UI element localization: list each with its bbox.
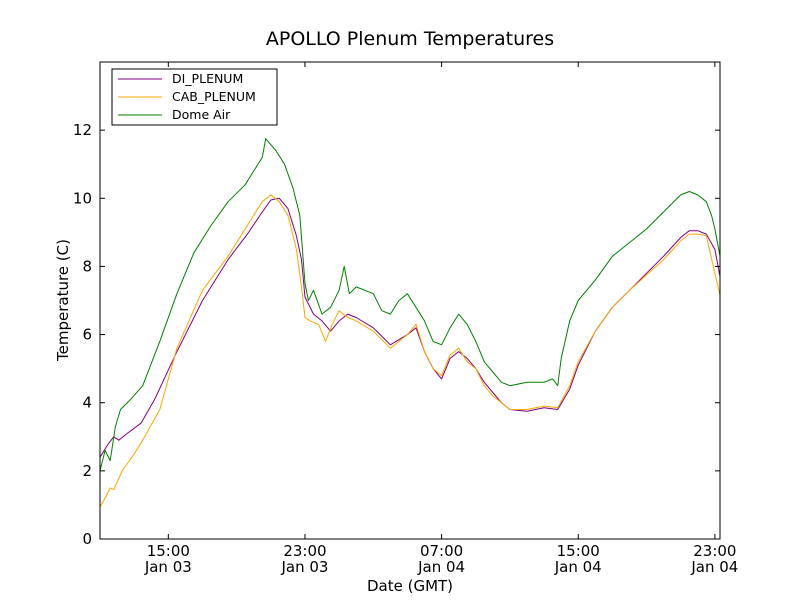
- x-tick-label-date: Jan 03: [144, 558, 192, 576]
- x-tick-label-time: 23:00: [693, 542, 736, 560]
- series-line-cab-plenum: [99, 194, 721, 507]
- x-tick-label-date: Jan 04: [417, 558, 465, 576]
- x-tick-label-time: 07:00: [420, 542, 463, 560]
- legend-label: Dome Air: [172, 107, 231, 122]
- y-axis-label: Temperature (C): [54, 239, 72, 362]
- series-line-dome-air: [99, 138, 721, 472]
- y-tick-label: 4: [82, 394, 92, 412]
- y-tick-label: 2: [82, 462, 92, 480]
- y-tick-label: 12: [73, 121, 92, 139]
- chart-title: APOLLO Plenum Temperatures: [266, 28, 554, 50]
- x-tick-label-time: 23:00: [283, 542, 326, 560]
- legend-label: DI_PLENUM: [172, 71, 243, 86]
- x-tick-label-time: 15:00: [557, 542, 600, 560]
- y-axis: 0 2 4 6 8 10 12: [73, 121, 720, 548]
- y-tick-label: 0: [82, 530, 92, 548]
- x-axis-label: Date (GMT): [367, 577, 453, 595]
- y-tick-label: 8: [82, 257, 92, 275]
- x-tick-label-time: 15:00: [147, 542, 190, 560]
- x-tick-label-date: Jan 04: [554, 558, 602, 576]
- y-tick-label: 6: [82, 326, 92, 344]
- x-tick-label-date: Jan 04: [690, 558, 738, 576]
- legend: DI_PLENUM CAB_PLENUM Dome Air: [111, 68, 278, 126]
- plot-frame: [99, 61, 721, 540]
- legend-label: CAB_PLENUM: [172, 89, 256, 104]
- x-tick-label-date: Jan 03: [280, 558, 328, 576]
- plot-lines: [99, 138, 721, 507]
- y-tick-label: 10: [73, 189, 92, 207]
